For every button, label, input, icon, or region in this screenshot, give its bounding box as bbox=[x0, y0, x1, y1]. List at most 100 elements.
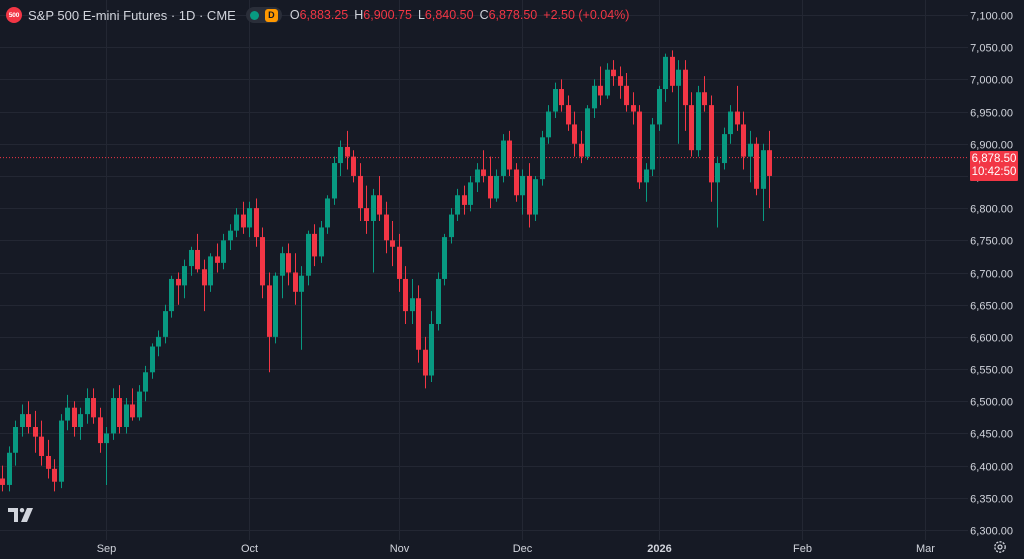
candle-body bbox=[390, 240, 395, 247]
candle bbox=[520, 169, 525, 215]
candle-body bbox=[735, 111, 740, 125]
candle-body bbox=[436, 278, 441, 324]
candle bbox=[618, 66, 623, 99]
data-delay-badge: D bbox=[264, 8, 278, 22]
candle bbox=[468, 175, 473, 212]
y-tick-label: 6,650.00 bbox=[970, 301, 1013, 313]
candle bbox=[657, 85, 662, 131]
candle-body bbox=[98, 417, 103, 444]
candle bbox=[501, 134, 506, 183]
candle-body bbox=[618, 76, 623, 86]
candle bbox=[247, 201, 252, 238]
candle bbox=[65, 394, 70, 431]
y-tick-label: 6,550.00 bbox=[970, 365, 1013, 377]
candle-body bbox=[709, 105, 714, 183]
candle-body bbox=[650, 124, 655, 170]
candle-body bbox=[234, 214, 239, 231]
candle bbox=[416, 285, 421, 363]
chart-settings-gear-icon[interactable] bbox=[993, 540, 1007, 554]
candle bbox=[663, 53, 668, 102]
tradingview-logo-icon[interactable] bbox=[8, 507, 38, 528]
candle-body bbox=[280, 253, 285, 276]
candle bbox=[156, 330, 161, 357]
candle bbox=[624, 72, 629, 112]
candle bbox=[13, 420, 18, 466]
candle-body bbox=[670, 56, 675, 86]
y-tick-label: 6,600.00 bbox=[970, 333, 1013, 345]
candle bbox=[130, 388, 135, 421]
candle-body bbox=[371, 195, 376, 221]
candle bbox=[98, 407, 103, 453]
candle-body bbox=[488, 175, 493, 199]
candle bbox=[325, 195, 330, 234]
y-tick-label: 7,000.00 bbox=[970, 75, 1013, 87]
market-open-dot-icon bbox=[249, 10, 259, 20]
candle-body bbox=[514, 169, 519, 196]
candle bbox=[715, 156, 720, 228]
candle bbox=[566, 95, 571, 131]
candle-body bbox=[364, 208, 369, 221]
x-tick-label: Nov bbox=[390, 543, 410, 555]
candle bbox=[631, 92, 636, 125]
candle-body bbox=[7, 452, 12, 485]
current-price-label: 6,878.50 10:42:50 bbox=[970, 150, 1018, 181]
candle bbox=[202, 259, 207, 312]
candle bbox=[598, 66, 603, 106]
candle-body bbox=[85, 398, 90, 415]
candle-body bbox=[332, 163, 337, 199]
market-status-pill[interactable]: D bbox=[245, 7, 282, 23]
candle-body bbox=[748, 143, 753, 157]
candle bbox=[540, 130, 545, 186]
candle-body bbox=[397, 246, 402, 279]
candle-body bbox=[468, 182, 473, 205]
candle bbox=[33, 410, 38, 453]
candle-body bbox=[293, 272, 298, 292]
candle-body bbox=[91, 398, 96, 418]
candle-body bbox=[20, 414, 25, 427]
candle bbox=[455, 188, 460, 221]
candle bbox=[761, 143, 766, 221]
symbol-title[interactable]: S&P 500 E-mini Futures · 1D · CME bbox=[28, 7, 236, 23]
candle bbox=[514, 163, 519, 202]
candle-body bbox=[195, 249, 200, 270]
x-tick-label: Oct bbox=[241, 543, 258, 555]
candle-body bbox=[358, 175, 363, 209]
candle-body bbox=[462, 195, 467, 205]
candle-body bbox=[254, 208, 259, 238]
candle bbox=[280, 246, 285, 299]
y-tick-label: 6,900.00 bbox=[970, 140, 1013, 152]
candle-body bbox=[150, 346, 155, 373]
candle bbox=[228, 224, 233, 250]
candle bbox=[410, 278, 415, 324]
candle-body bbox=[527, 175, 532, 215]
ohlc-change: +2.50 (+0.04%) bbox=[543, 8, 630, 22]
candle-body bbox=[416, 298, 421, 350]
candle bbox=[683, 60, 688, 131]
ohlc-close: C6,878.50 bbox=[479, 8, 538, 22]
candle-body bbox=[605, 69, 610, 96]
candle bbox=[39, 420, 44, 466]
candle bbox=[26, 401, 31, 434]
candle bbox=[572, 111, 577, 157]
candle bbox=[767, 130, 772, 209]
candle bbox=[208, 253, 213, 292]
symbol-logo-badge[interactable]: 500 bbox=[6, 7, 22, 23]
y-tick-label: 6,800.00 bbox=[970, 204, 1013, 216]
candle bbox=[533, 175, 538, 221]
candle bbox=[0, 465, 5, 492]
candle bbox=[20, 404, 25, 437]
candle-body bbox=[189, 249, 194, 267]
candle-body bbox=[59, 420, 64, 482]
candle bbox=[546, 105, 551, 144]
y-tick-label: 6,500.00 bbox=[970, 397, 1013, 409]
candle-body bbox=[481, 169, 486, 176]
x-tick-label: 2026 bbox=[647, 543, 671, 555]
candle-body bbox=[384, 214, 389, 241]
candle-body bbox=[410, 298, 415, 312]
x-tick-label: Dec bbox=[513, 543, 533, 555]
y-tick-label: 6,350.00 bbox=[970, 494, 1013, 506]
candle-body bbox=[585, 108, 590, 157]
candle bbox=[195, 233, 200, 273]
candle bbox=[442, 233, 447, 286]
